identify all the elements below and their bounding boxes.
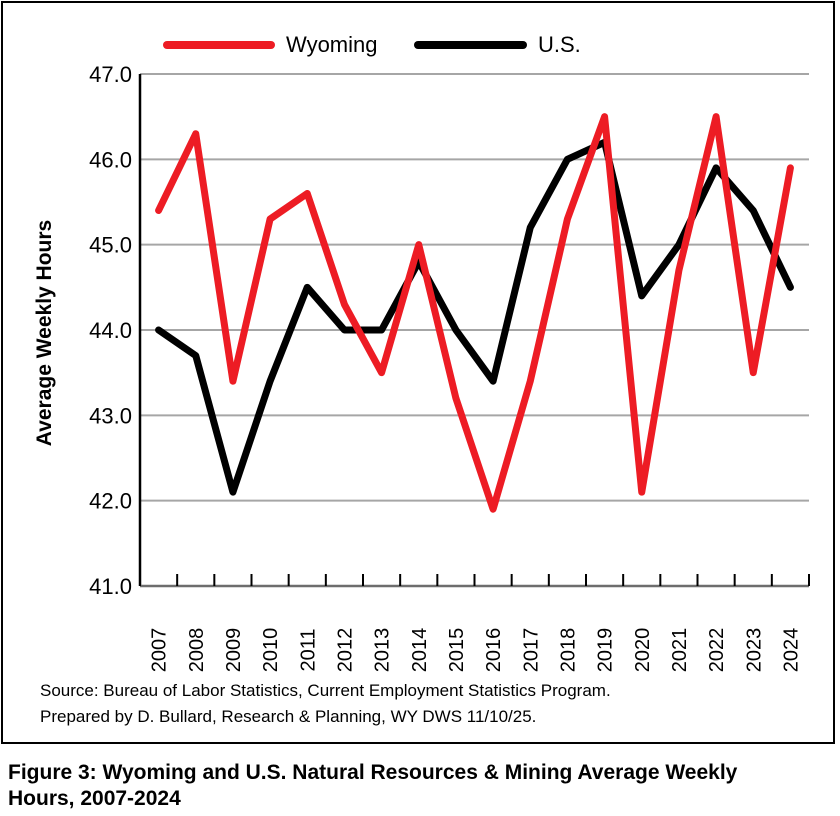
gridlines <box>140 73 809 502</box>
x-tick-label: 2009 <box>223 628 245 673</box>
y-tick-label: 41.0 <box>89 574 132 599</box>
x-tick-label: 2024 <box>780 628 802 673</box>
y-axis-label: Average Weekly Hours <box>33 220 56 446</box>
x-tick-label: 2007 <box>149 628 171 673</box>
source-line-2: Prepared by D. Bullard, Research & Plann… <box>40 707 537 726</box>
x-tick-label: 2012 <box>334 628 356 673</box>
chart-frame: 41.0 42.0 43.0 44.0 45.0 46.0 47.0 2007 2008 200… <box>1 1 835 744</box>
x-tick-label: 2015 <box>446 628 468 673</box>
x-tick-label: 2013 <box>372 628 394 673</box>
x-tick-label: 2008 <box>186 628 208 673</box>
x-tick-labels: 2007 2008 2009 2010 2011 2012 2013 2014 2015 2016… <box>149 628 803 673</box>
source-line-1: Source: Bureau of Labor Statistics, Curr… <box>40 681 611 700</box>
x-tick-label: 2018 <box>557 628 579 673</box>
x-tick-label: 2010 <box>260 628 282 673</box>
x-tick-label: 2014 <box>409 628 431 673</box>
y-tick-labels: 41.0 42.0 43.0 44.0 45.0 46.0 47.0 <box>89 62 132 599</box>
series-lines <box>155 113 794 513</box>
y-tick-label: 43.0 <box>89 403 132 428</box>
x-tick-label: 2021 <box>669 628 691 673</box>
y-tick-label: 46.0 <box>89 147 132 172</box>
axes <box>138 74 810 588</box>
figure-caption: Figure 3: Wyoming and U.S. Natural Resou… <box>8 760 828 812</box>
x-tick-label: 2023 <box>743 628 765 673</box>
x-tick-label: 2019 <box>595 628 617 673</box>
legend-label: Wyoming <box>286 32 378 57</box>
caption-line-1: Figure 3: Wyoming and U.S. Natural Resou… <box>8 761 738 784</box>
x-tick-label: 2016 <box>483 628 505 673</box>
x-tick-label: 2022 <box>706 628 728 673</box>
legend-label: U.S. <box>538 32 581 57</box>
series-line-wyoming <box>155 113 794 513</box>
y-tick-label: 42.0 <box>89 489 132 514</box>
line-chart: 41.042.043.044.045.046.047.0 2007 2008 200… <box>33 32 810 673</box>
y-tick-label: 47.0 <box>89 62 132 87</box>
caption-line-2: Hours, 2007-2024 <box>8 787 181 810</box>
x-tick-label: 2020 <box>632 628 654 673</box>
x-tick-label: 2011 <box>297 628 319 671</box>
y-tick-label: 45.0 <box>89 233 132 258</box>
y-tick-label: 44.0 <box>89 318 132 343</box>
legend: Wyoming U.S. <box>163 32 581 57</box>
x-tick-label: 2017 <box>520 628 542 673</box>
